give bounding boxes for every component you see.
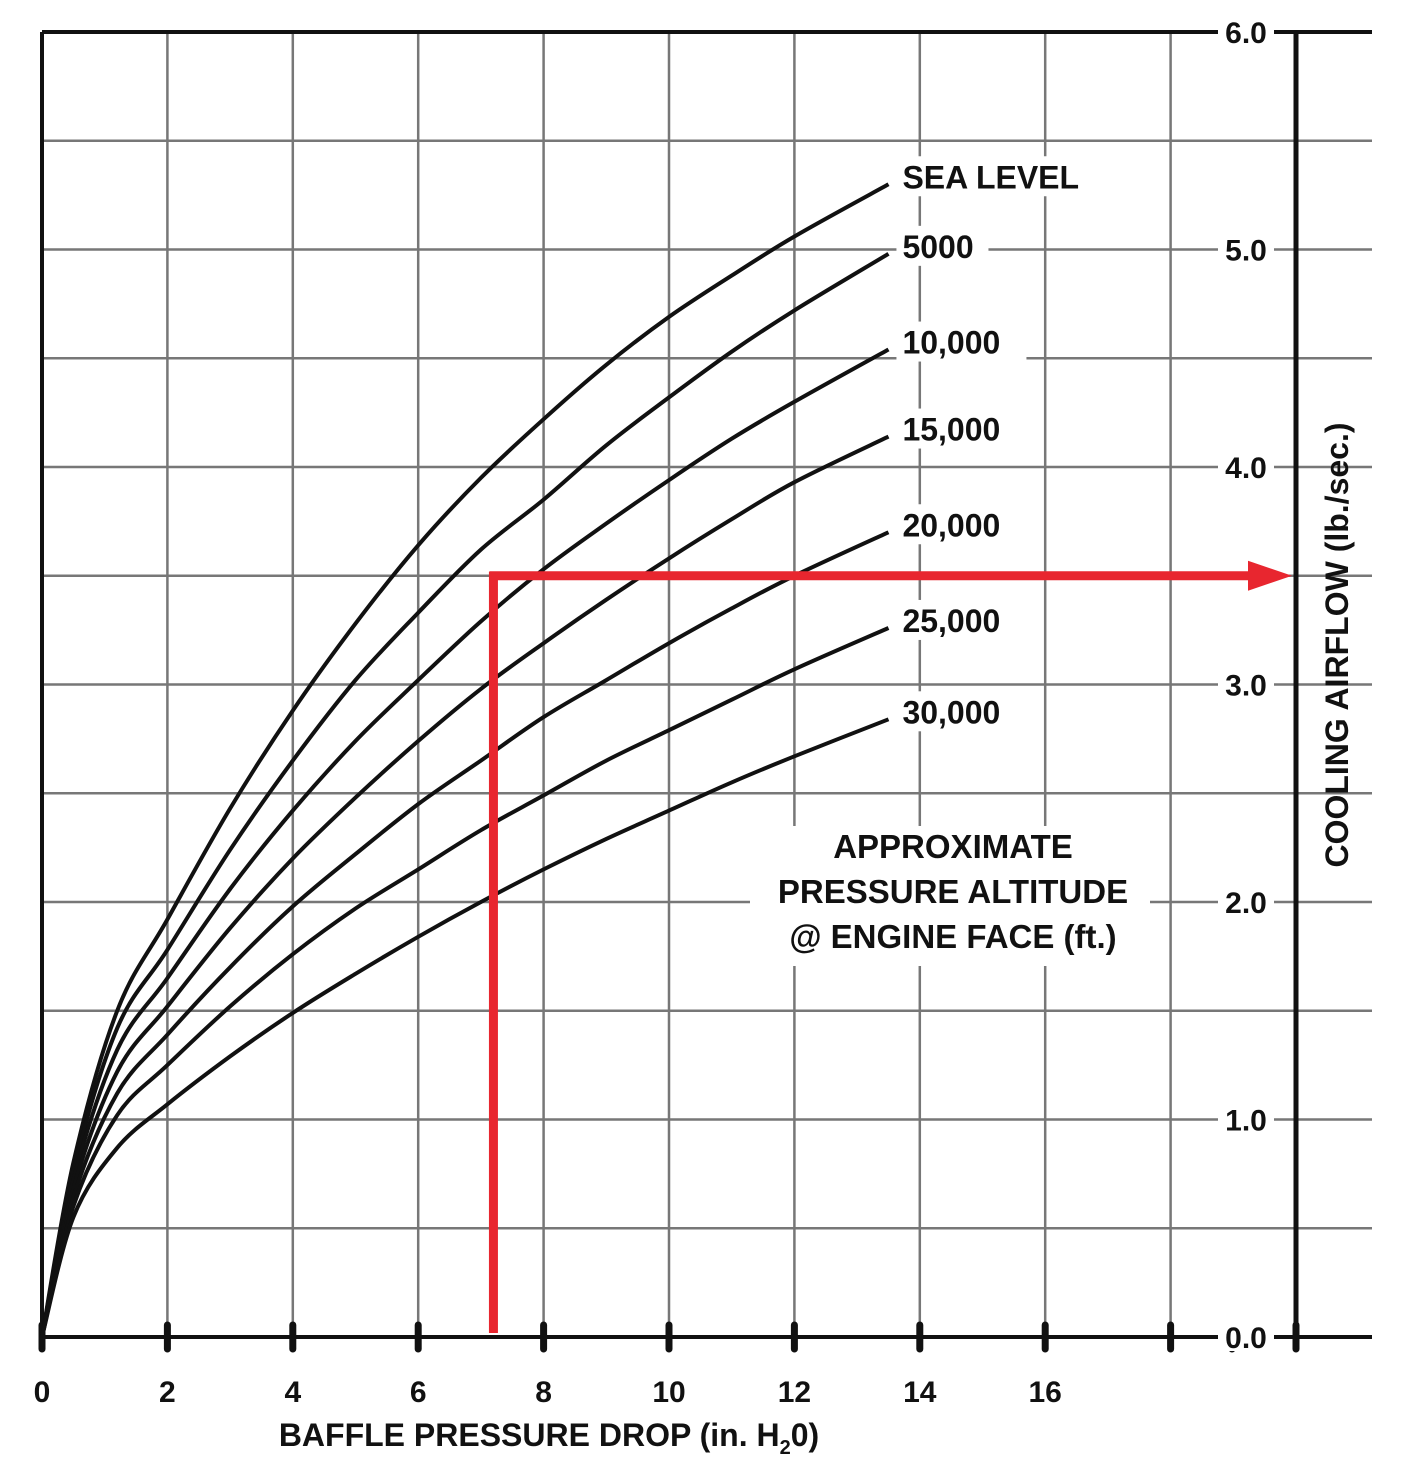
curve-label: 15,000 — [902, 412, 1000, 448]
y-tick-labels: 0.0 1.0 2.0 3.0 4.0 5.0 6.0 — [1218, 12, 1274, 1355]
y-tick-label-background — [1218, 229, 1274, 264]
grid-lines — [40, 32, 1372, 1337]
x-axis-title: BAFFLE PRESSURE DROP (in. H20) — [279, 1417, 819, 1459]
x-tick-label: 12 — [778, 1376, 811, 1409]
x-axis-title-tail: 0) — [791, 1417, 819, 1453]
x-tick-label: 8 — [535, 1376, 552, 1409]
curve-label-background — [896, 225, 989, 266]
curve-label: 30,000 — [902, 694, 1000, 730]
x-tick-label: 16 — [1029, 1376, 1062, 1409]
altitude-curves — [40, 182, 890, 1338]
x-tick-label: 14 — [903, 1376, 937, 1409]
curve-30-000 — [40, 717, 890, 1338]
curve-10-000 — [40, 347, 890, 1338]
annotation-line: PRESSURE ALTITUDE — [778, 873, 1128, 910]
y-tick-label-background — [1218, 447, 1274, 481]
y-tick-label: 3.0 — [1225, 670, 1267, 703]
curve-label-background — [896, 691, 1027, 732]
curve-label: 25,000 — [902, 603, 1000, 639]
y-tick-label: 2.0 — [1225, 887, 1267, 920]
x-tick-label: 10 — [652, 1376, 685, 1409]
y-tick-label: 4.0 — [1225, 452, 1267, 485]
annotation-line: APPROXIMATE — [833, 828, 1073, 865]
x-tick-label: 0 — [34, 1376, 51, 1409]
curve-label-background — [896, 599, 1027, 640]
curve-label: SEA LEVEL — [902, 159, 1079, 195]
curve-label-background — [896, 321, 1027, 362]
curve-label-background — [896, 408, 1027, 449]
curve-labels: SEA LEVEL 5000 10,000 15,000 20,000 25,000 30,… — [896, 156, 1084, 732]
y-tick-label: 6.0 — [1225, 17, 1267, 50]
x-tick-label: 4 — [284, 1376, 301, 1409]
y-tick-label: 0.0 — [1225, 1322, 1267, 1355]
annotation-line: @ ENGINE FACE (ft.) — [789, 918, 1116, 955]
x-tick-labels: 0 2 4 6 8 10 12 14 16 — [34, 1376, 1062, 1409]
x-tick-label: 6 — [410, 1376, 427, 1409]
y-tick-label-background — [1218, 12, 1274, 46]
y-tick-label: 1.0 — [1225, 1105, 1267, 1138]
curve-25-000 — [40, 626, 890, 1338]
annotation-background — [750, 826, 1150, 966]
annotation-block: APPROXIMATE PRESSURE ALTITUDE @ ENGINE FAC… — [778, 828, 1128, 955]
curve-5000 — [40, 252, 890, 1338]
x-axis-title-main: BAFFLE PRESSURE DROP (in. H — [279, 1417, 780, 1453]
curve-15-000 — [40, 434, 890, 1338]
y-tick-label-background — [1218, 664, 1274, 699]
curve-label-background — [896, 156, 1084, 197]
y-tick-label-background — [1218, 882, 1274, 916]
x-axis-title-subscript: 2 — [780, 1437, 791, 1459]
curve-label: 10,000 — [902, 325, 1000, 361]
curve-label: 5000 — [902, 229, 973, 265]
y-axis-title: COOLING AIRFLOW (lb./sec.) — [1319, 422, 1355, 867]
curve-sea-level — [40, 182, 890, 1338]
plot-frame — [38, 30, 1372, 1353]
curve-20-000 — [40, 530, 890, 1338]
curve-label: 20,000 — [902, 507, 1000, 543]
x-tick-label: 2 — [159, 1376, 176, 1409]
y-tick-label-background — [1218, 1099, 1274, 1134]
y-tick-label-background — [1218, 1317, 1274, 1351]
curve-label-background — [896, 504, 1027, 545]
y-tick-label: 5.0 — [1225, 235, 1267, 268]
example-path — [488, 560, 1292, 1333]
example-arrowhead — [1248, 560, 1292, 591]
